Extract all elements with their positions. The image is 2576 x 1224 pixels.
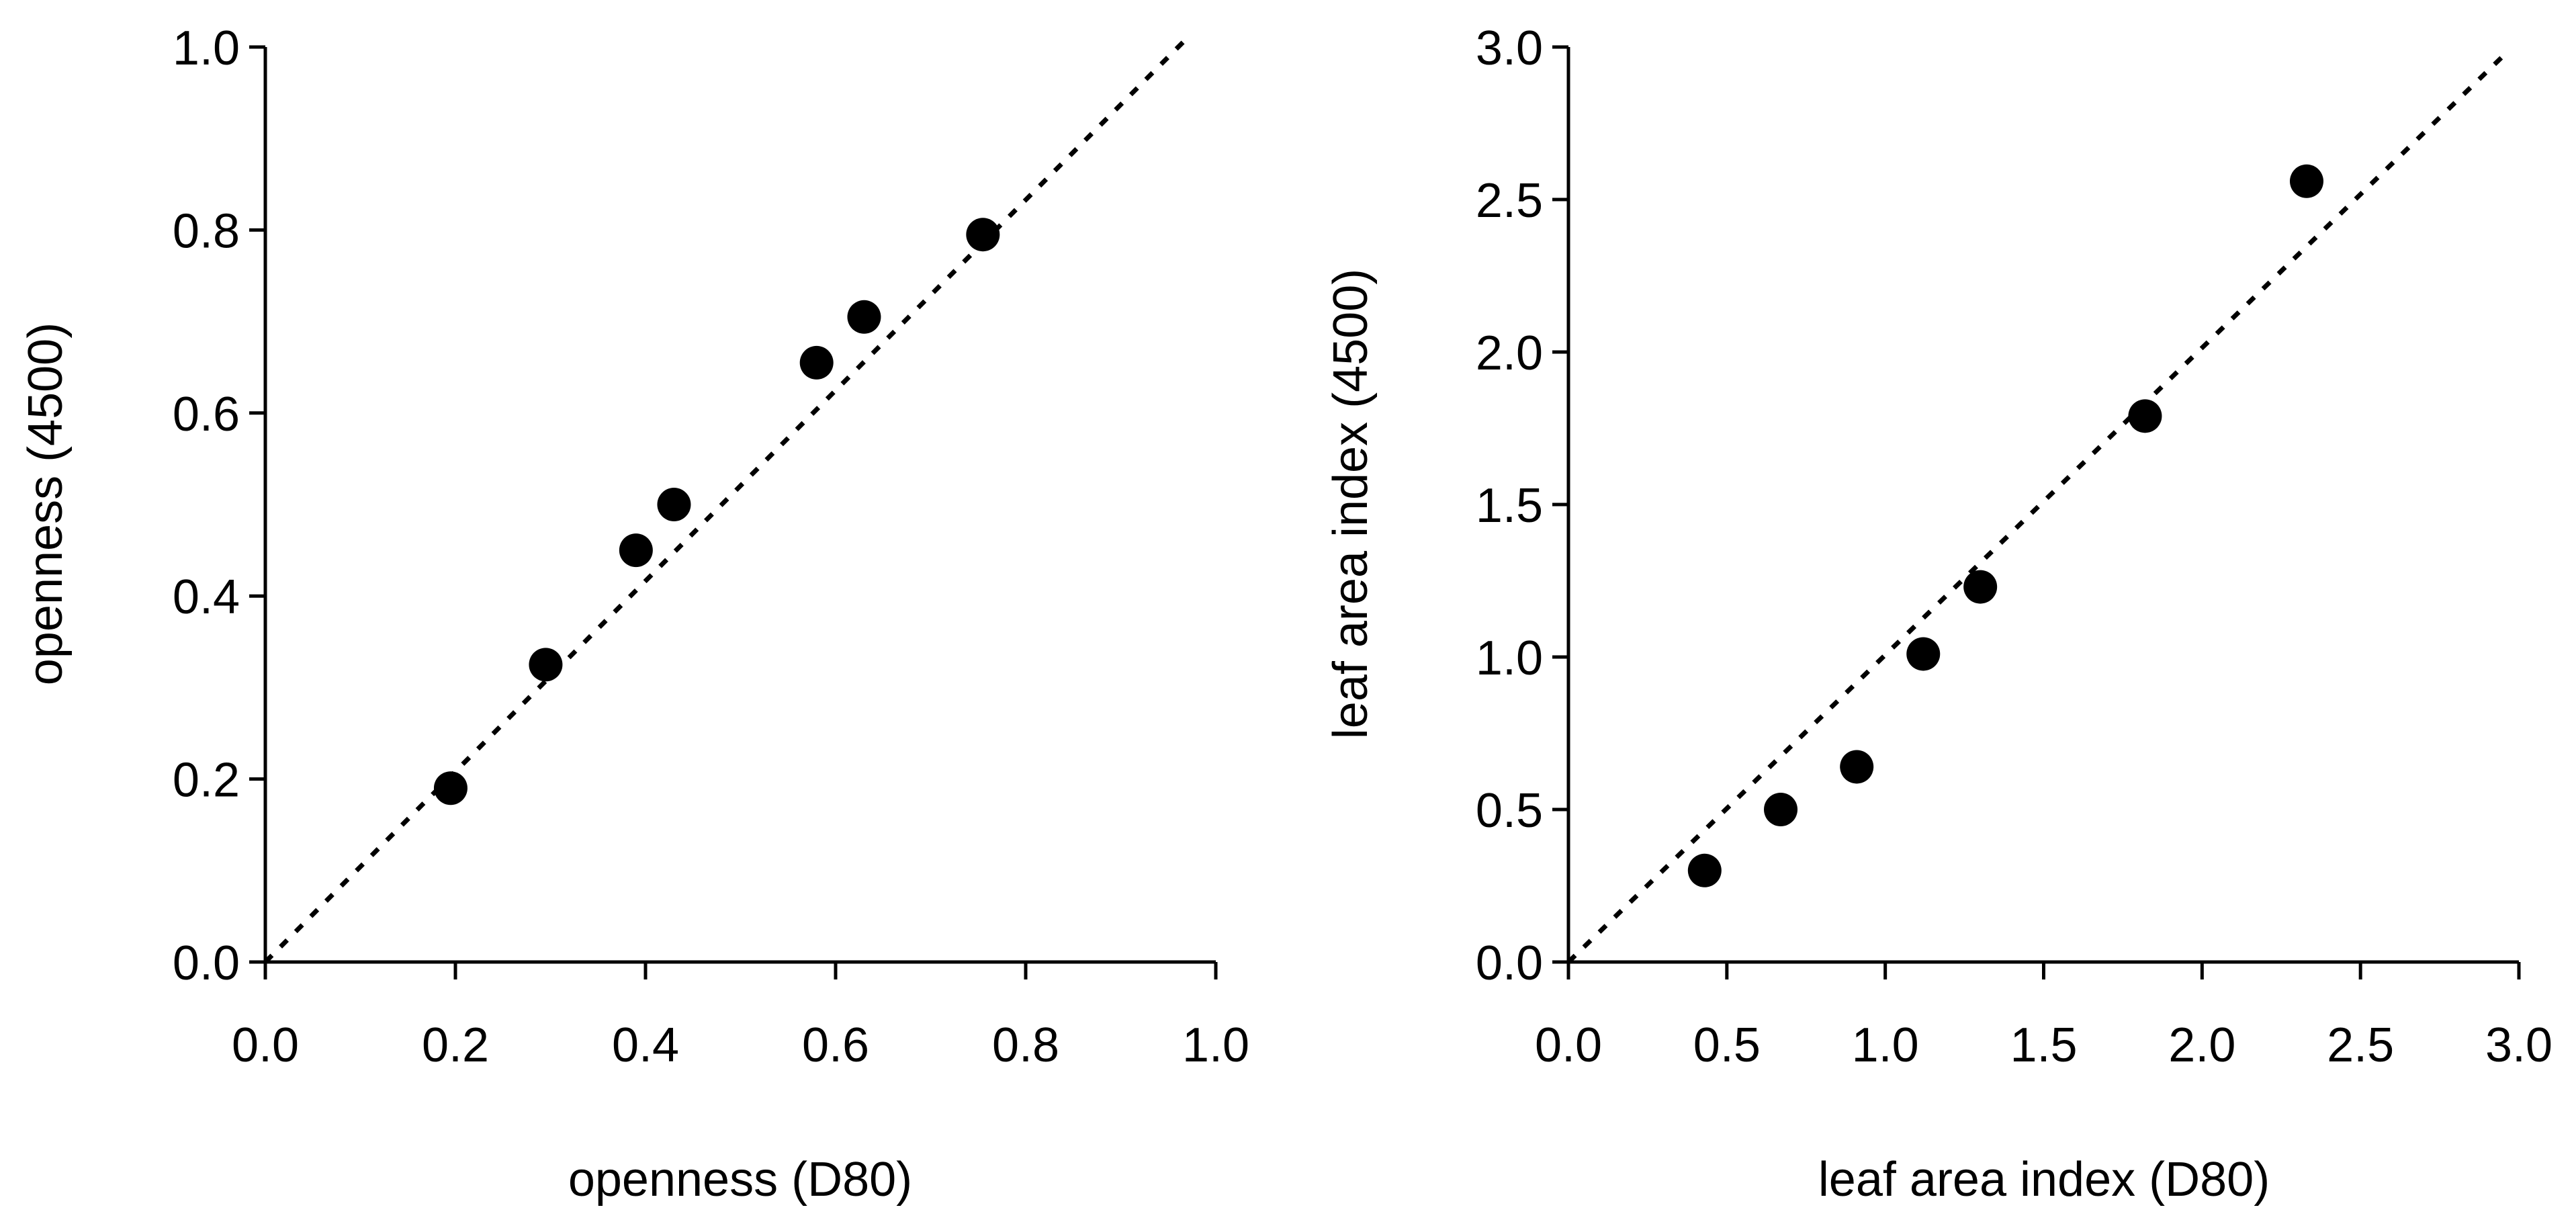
x-tick-label: 1.0 [1182,1018,1249,1072]
y-tick-label: 1.0 [1476,631,1543,685]
one-to-one-reference-line [263,34,1191,964]
x-tick-label: 0.8 [992,1018,1059,1072]
one-to-one-reference-line [1566,52,2507,964]
y-tick-label: 0.2 [173,754,240,807]
y-tick-label: 2.0 [1476,326,1543,380]
y-tick-label: 0.0 [1476,936,1543,990]
y-axis-label: openness (4500) [19,322,73,685]
data-point [966,218,1000,252]
data-point [433,771,468,805]
x-tick-label: 0.6 [802,1018,869,1072]
y-tick-label: 0.4 [173,570,240,624]
data-point [1840,750,1874,784]
data-points [1687,164,2323,887]
data-point [1906,637,1941,671]
y-tick-label: 3.0 [1476,21,1543,75]
x-tick-label: 0.0 [232,1018,299,1072]
data-point [847,300,881,334]
data-point [2289,164,2323,198]
data-point [619,533,653,568]
data-point [529,648,563,682]
x-axis-label: leaf area index (D80) [1818,1153,2270,1207]
data-point [799,345,834,380]
leaf-area-index-chart: 0.0 0.5 1.0 1.5 2.0 2.5 3.0 0.0 0.5 1.0 1.5 2.0 2.5… [1324,21,2552,1207]
y-tick-label: 0.5 [1476,784,1543,838]
y-tick-label: 2.5 [1476,174,1543,228]
x-tick-label: 2.0 [2168,1018,2235,1072]
x-tick-label: 0.5 [1693,1018,1761,1072]
data-point [2128,399,2162,433]
y-tick-label: 1.5 [1476,479,1543,533]
openness-chart: 0.0 0.2 0.4 0.6 0.8 1.0 0.0 0.2 0.4 0.6 0.8 1.0 op… [19,21,1249,1207]
x-tick-marks: 0.0 0.5 1.0 1.5 2.0 2.5 3.0 [1535,962,2552,1072]
x-tick-label: 1.5 [2010,1018,2077,1072]
data-point [1764,793,1798,826]
y-axis-label: leaf area index (4500) [1324,269,1378,739]
y-tick-label: 1.0 [173,21,240,75]
x-tick-label: 3.0 [2485,1018,2552,1072]
data-point [657,488,691,521]
y-tick-marks: 0.0 0.5 1.0 1.5 2.0 2.5 3.0 [1476,21,1568,990]
y-tick-marks: 0.0 0.2 0.4 0.6 0.8 1.0 [173,21,265,990]
x-tick-label: 1.0 [1852,1018,1919,1072]
y-tick-label: 0.6 [173,388,240,441]
x-tick-marks: 0.0 0.2 0.4 0.6 0.8 1.0 [232,962,1249,1072]
x-tick-label: 0.0 [1535,1018,1602,1072]
x-tick-label: 0.4 [612,1018,679,1072]
y-tick-label: 0.8 [173,204,240,258]
y-tick-label: 0.0 [173,936,240,990]
data-point [1687,853,1722,887]
data-point [1963,570,1998,604]
x-tick-label: 2.5 [2327,1018,2394,1072]
x-tick-label: 0.2 [422,1018,489,1072]
data-points [433,218,1000,805]
x-axis-label: openness (D80) [568,1153,912,1207]
